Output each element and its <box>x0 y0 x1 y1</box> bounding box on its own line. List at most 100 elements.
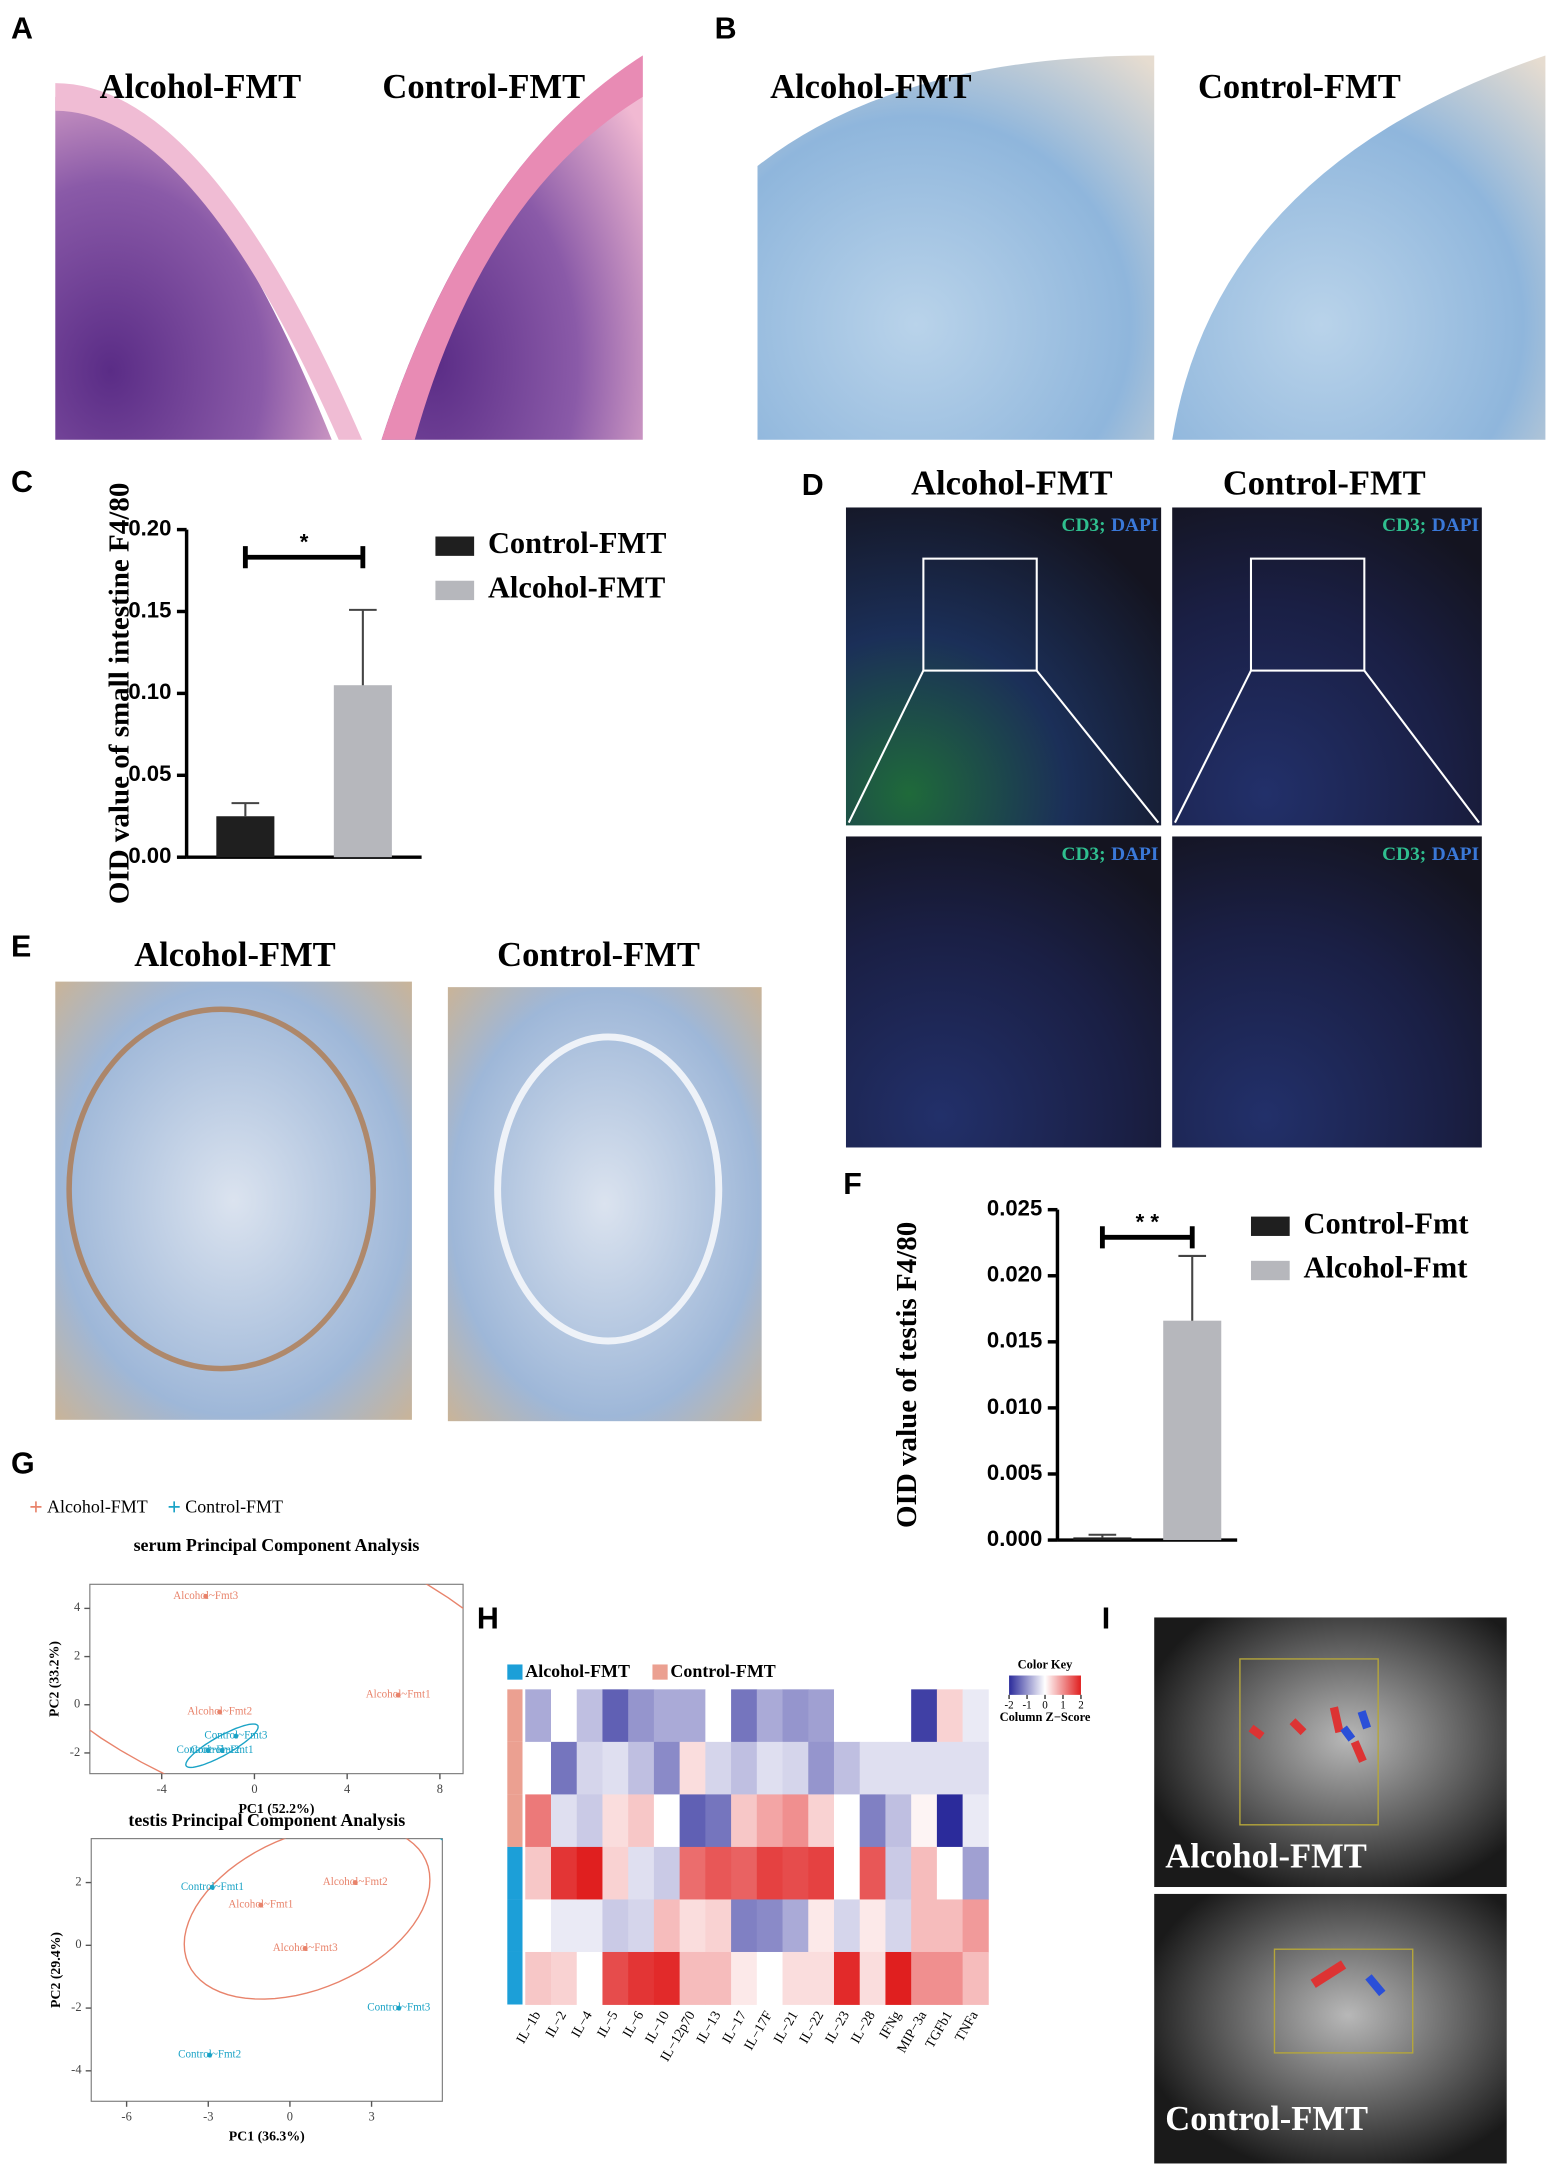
heatmap-cell <box>731 1951 758 2005</box>
x-tick-label: 8 <box>437 1782 443 1796</box>
heatmap-cell <box>679 1794 706 1848</box>
color-key-label: Column Z−Score <box>1000 1710 1091 1724</box>
heatmap-cell <box>551 1741 578 1795</box>
heatmap-cell <box>731 1741 758 1795</box>
x-axis-label: PC1 (36.3%) <box>229 2128 305 2144</box>
photo <box>55 83 363 440</box>
panel-label: H <box>477 1601 499 1635</box>
heatmap-cell <box>602 1899 629 1953</box>
legend-label: Control-FMT <box>185 1496 283 1516</box>
caption: Alcohol-FMT <box>911 465 1112 503</box>
column-label: IL−23 <box>822 2008 852 2046</box>
y-tick-label: 0.00 <box>128 843 171 868</box>
y-tick-label: 0.05 <box>128 761 171 786</box>
y-tick-label: 0.15 <box>128 597 171 622</box>
point <box>396 2005 402 2011</box>
column-label: IL−2 <box>542 2008 569 2040</box>
heatmap-cell <box>705 1794 732 1848</box>
heatmap-cell <box>731 1899 758 1953</box>
column-label: IL−13 <box>693 2008 723 2046</box>
column-label: IL−22 <box>796 2008 826 2046</box>
heatmap-cell <box>576 1846 603 1900</box>
doppler-signal <box>1248 1706 1367 1763</box>
heatmap-cell <box>911 1794 938 1848</box>
key-tick-label: 0 <box>1042 1699 1048 1711</box>
key-tick-label: 1 <box>1060 1699 1066 1711</box>
doppler-signal <box>1310 1960 1347 1988</box>
point <box>395 1692 401 1698</box>
column-label: IL−21 <box>770 2008 800 2046</box>
y-tick-label: 0.010 <box>987 1394 1042 1419</box>
ultrasound-image <box>1154 1893 1507 2164</box>
photo <box>55 96 332 440</box>
y-axis-label: PC2 (33.2%) <box>46 1641 62 1717</box>
zoom-line <box>1174 669 1480 824</box>
heatmap-cell <box>885 1741 912 1795</box>
confidence-ellipse <box>185 1723 259 1769</box>
heatmap-cell <box>782 1951 809 2005</box>
photo <box>1172 55 1546 440</box>
heatmap-cell <box>551 1899 578 1953</box>
stain-dye: DAPI <box>1111 844 1158 865</box>
heatmap-cell <box>911 1689 938 1743</box>
x-tick-label: -3 <box>203 2110 213 2124</box>
heatmap-cell <box>653 1794 681 1848</box>
bar <box>1163 1320 1222 1541</box>
heatmap-cell <box>936 1794 964 1848</box>
heatmap-cell <box>885 1899 912 1953</box>
significance-label: * <box>300 529 309 554</box>
heatmap-cell <box>602 1689 629 1743</box>
heatmap-cell <box>885 1794 912 1848</box>
heatmap-cell <box>628 1689 655 1743</box>
point <box>209 1884 215 1890</box>
heatmap-cell <box>602 1741 629 1795</box>
heatmap-cell <box>756 1741 783 1795</box>
heatmap-cell <box>885 1689 912 1743</box>
key-tick-label: -1 <box>1022 1699 1031 1711</box>
legend-label: Control-Fmt <box>1304 1206 1469 1240</box>
point <box>219 1748 225 1754</box>
photo <box>381 55 643 440</box>
stain-label: CD3; DAPI <box>1061 515 1158 536</box>
legend-swatch <box>435 580 475 601</box>
heatmap-cell <box>525 1794 552 1848</box>
heatmap-cell <box>602 1794 629 1848</box>
column-label: IL−28 <box>848 2008 878 2046</box>
heatmap-cell <box>782 1741 809 1795</box>
fluorescence-image <box>1172 836 1482 1148</box>
heatmap-cell <box>911 1741 938 1795</box>
heatmap-cell <box>962 1951 989 2005</box>
heatmap-cell <box>936 1846 964 1900</box>
y-tick-label: 0.015 <box>987 1328 1042 1353</box>
heatmap-cell <box>705 1951 732 2005</box>
caption: Control-FMT <box>1223 465 1426 503</box>
legend-swatch <box>652 1664 668 1680</box>
y-tick-label: -2 <box>71 2000 81 2014</box>
heatmap-cell <box>628 1794 655 1848</box>
stain-dye: DAPI <box>1432 844 1479 865</box>
y-tick-label: 0.025 <box>987 1196 1042 1221</box>
heatmap-cell <box>782 1794 809 1848</box>
heatmap-cell <box>731 1689 758 1743</box>
legend-swatch <box>507 1664 523 1680</box>
y-tick-label: 4 <box>74 1600 81 1614</box>
heatmap-cell <box>576 1899 603 1953</box>
row-side-color <box>507 1741 523 1795</box>
panel-label: B <box>715 12 737 46</box>
doppler-signal <box>1365 1974 1386 1997</box>
heatmap-cell <box>962 1794 989 1848</box>
point-label: Alcohol~Fmt3 <box>273 1942 338 1954</box>
y-axis-label: OID value of small intestine F4/80 <box>103 483 135 905</box>
heatmap-cell <box>962 1741 989 1795</box>
heatmap-cell <box>653 1741 681 1795</box>
fluorescence-image <box>1172 507 1482 826</box>
heatmap-cell <box>859 1846 886 1900</box>
heatmap-cell <box>628 1741 655 1795</box>
heatmap-cell <box>782 1899 809 1953</box>
point-label: Control~Fmt1 <box>190 1744 253 1756</box>
row-side-color <box>507 1794 523 1847</box>
stain-label: CD3; DAPI <box>1061 844 1158 865</box>
heatmap-cell <box>705 1899 732 1953</box>
photo-detail <box>66 1006 376 1372</box>
heatmap-cell <box>885 1951 912 2005</box>
